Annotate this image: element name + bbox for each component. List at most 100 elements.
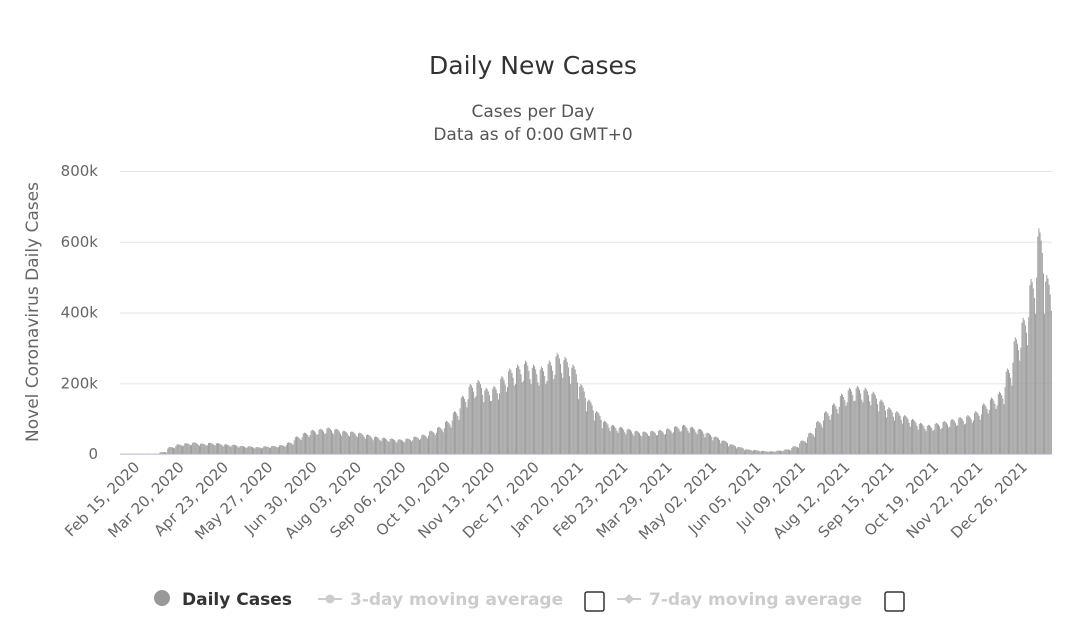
bar <box>461 395 463 454</box>
legend-item-3-day-average[interactable]: 3-day moving average <box>318 590 563 610</box>
bar <box>244 446 246 454</box>
bar <box>531 367 533 454</box>
bar <box>899 415 901 454</box>
bar <box>530 384 532 454</box>
bar <box>839 395 841 454</box>
bar <box>970 419 972 454</box>
legend-label-daily-cases: Daily Cases <box>182 590 292 610</box>
bar <box>333 434 335 454</box>
bar <box>877 404 879 454</box>
chart-title: Daily New Cases <box>429 51 637 80</box>
bar <box>657 435 659 454</box>
bar <box>741 447 743 454</box>
bar <box>253 447 255 454</box>
bar <box>179 444 181 454</box>
bar <box>477 380 479 454</box>
legend-item-daily-cases[interactable]: Daily Cases <box>154 590 292 610</box>
bar <box>584 397 586 454</box>
bar <box>224 444 226 454</box>
bar <box>254 448 256 454</box>
bar <box>525 360 526 454</box>
bar <box>511 373 513 454</box>
bar <box>973 420 974 454</box>
bar <box>1033 298 1035 454</box>
bar <box>273 445 275 454</box>
bar <box>373 437 375 454</box>
bar <box>194 442 196 454</box>
bar <box>442 432 444 454</box>
bar <box>484 390 486 454</box>
bar <box>376 436 378 454</box>
bar <box>1004 387 1006 454</box>
bar <box>605 421 607 454</box>
bar <box>579 386 581 454</box>
bar <box>658 430 660 454</box>
bar <box>371 438 373 454</box>
bar <box>540 366 542 454</box>
checkbox-3-day-average[interactable] <box>584 591 605 612</box>
bar <box>578 399 580 454</box>
bar <box>545 383 547 454</box>
bar <box>171 447 173 454</box>
bar <box>220 444 222 454</box>
legend-item-7-day-average[interactable]: 7-day moving average <box>617 590 862 610</box>
bar <box>240 445 242 454</box>
bar <box>900 419 902 454</box>
bar <box>263 446 265 454</box>
bar <box>649 435 651 454</box>
bar <box>703 433 705 454</box>
bar <box>821 427 823 454</box>
bar <box>184 443 186 454</box>
bar <box>607 424 609 454</box>
bar <box>329 428 331 454</box>
bar <box>601 428 603 454</box>
bar <box>309 435 311 454</box>
bar <box>754 450 756 454</box>
bar <box>871 394 873 454</box>
bar <box>789 449 791 454</box>
bar <box>549 362 551 454</box>
bar <box>604 420 605 454</box>
bar <box>919 422 921 454</box>
bar <box>667 428 669 454</box>
bar <box>910 420 912 454</box>
bar <box>297 436 299 454</box>
bar <box>881 400 883 454</box>
checkbox-7-day-average[interactable] <box>884 591 905 612</box>
bar <box>255 447 257 454</box>
bar <box>323 431 325 454</box>
bar <box>906 417 908 454</box>
bar <box>475 396 477 454</box>
bar <box>311 429 313 454</box>
x-tick-label: Dec 26, 2021 <box>947 458 1031 542</box>
bar <box>636 431 638 454</box>
bar <box>798 447 800 454</box>
bar <box>481 388 482 454</box>
bar <box>534 366 536 454</box>
bar <box>799 443 801 454</box>
bar <box>556 352 558 454</box>
bar <box>378 438 380 454</box>
bar <box>894 420 895 454</box>
bar <box>588 399 590 454</box>
bar <box>815 428 816 454</box>
bar <box>223 444 225 454</box>
bar <box>723 440 725 454</box>
bar <box>874 395 876 454</box>
bar <box>688 432 690 454</box>
bar <box>281 445 283 454</box>
bar <box>935 422 937 454</box>
bar <box>421 435 423 454</box>
bar <box>951 418 953 454</box>
bar <box>233 444 235 454</box>
bar <box>769 451 771 454</box>
bar <box>776 450 778 454</box>
bar <box>479 384 481 454</box>
bar <box>472 387 473 454</box>
bar <box>345 431 347 454</box>
bar <box>793 446 795 454</box>
bar <box>843 396 845 454</box>
bar <box>768 451 770 454</box>
bar <box>582 387 584 454</box>
bar <box>729 444 731 454</box>
